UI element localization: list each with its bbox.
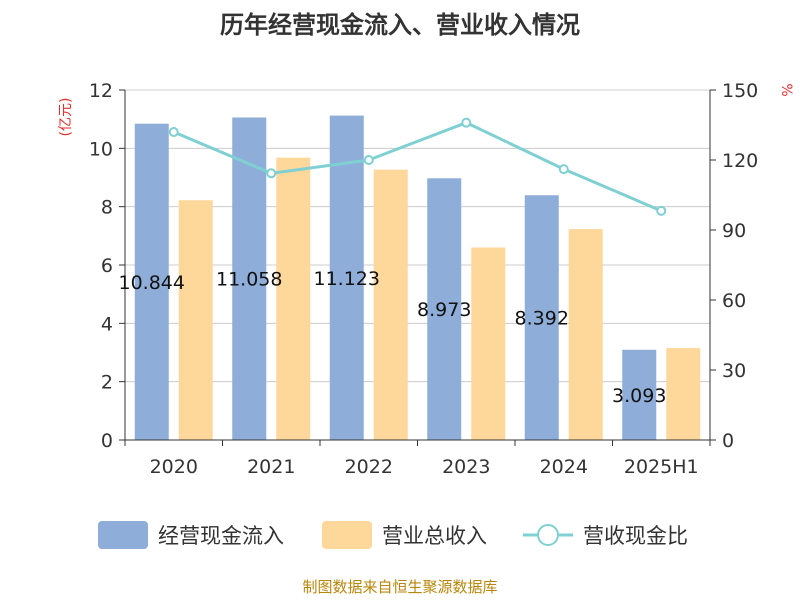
y-left-tick-label: 6: [101, 255, 113, 277]
x-tick-label: 2024: [540, 456, 588, 478]
bar-revenue: [373, 169, 408, 440]
ratio-point: [168, 127, 179, 137]
bar-revenue: [471, 247, 506, 440]
x-tick-label: 2022: [345, 456, 393, 478]
left-axis-unit: (亿元): [58, 98, 74, 137]
legend-label-ratio: 营收现金比: [583, 524, 688, 548]
bar-cash-inflow: [427, 178, 462, 440]
bar-revenue: [568, 229, 603, 440]
data-label-cash-inflow: 10.844: [119, 272, 185, 294]
x-tick-label: 2021: [247, 456, 295, 478]
x-tick-label: 2023: [442, 456, 490, 478]
ratio-point: [461, 117, 472, 128]
bar-revenue: [666, 348, 701, 440]
legend-label-revenue: 营业总收入: [382, 524, 487, 548]
bar-cash-inflow: [232, 117, 267, 440]
y-left-tick-label: 2: [101, 372, 113, 394]
y-left-tick-label: 0: [101, 430, 113, 452]
bar-cash-inflow: [329, 115, 364, 441]
ratio-line: [168, 117, 667, 216]
y-right-tick-label: 30: [722, 360, 746, 382]
ratio-point: [266, 168, 277, 179]
data-label-cash-inflow: 3.093: [612, 385, 666, 407]
y-right-tick-label: 60: [722, 290, 746, 312]
ratio-point: [363, 155, 374, 165]
legend-label-cash-inflow: 经营现金流入: [158, 524, 284, 548]
source-note: 制图数据来自恒生聚源数据库: [302, 578, 497, 596]
y-right-tick-label: 120: [722, 150, 758, 172]
legend-swatch-revenue: [322, 521, 372, 549]
x-tick-label: 2025H1: [624, 456, 699, 478]
x-tick-label: 2020: [150, 456, 198, 478]
chart-title: 历年经营现金流入、营业收入情况: [220, 11, 580, 39]
data-labels: 10.844 11.058 11.123 8.973 8.392 3.093: [119, 268, 667, 407]
y-left-tick-label: 12: [89, 80, 113, 102]
ratio-line-path: [173, 121, 662, 213]
data-label-cash-inflow: 8.392: [515, 308, 569, 330]
legend-marker-ratio: [537, 524, 559, 546]
legend: 经营现金流入 营业总收入 营收现金比: [98, 521, 688, 549]
bar-revenue: [276, 157, 311, 440]
data-label-cash-inflow: 11.058: [216, 269, 282, 291]
ratio-point: [656, 205, 667, 216]
y-left-tick-label: 10: [89, 138, 113, 160]
y-left-tick-label: 4: [101, 313, 113, 335]
y-right-tick-label: 0: [722, 430, 734, 452]
gridlines: [125, 89, 710, 383]
bars: [134, 115, 701, 441]
bar-cash-inflow: [134, 123, 169, 440]
data-label-cash-inflow: 11.123: [314, 268, 380, 290]
data-label-cash-inflow: 8.973: [417, 299, 471, 321]
right-axis-unit: %: [778, 83, 794, 96]
y-right-tick-label: 150: [722, 80, 758, 102]
bar-cash-inflow: [622, 349, 657, 440]
bar-cash-inflow: [524, 195, 559, 440]
y-right-tick-label: 90: [722, 220, 746, 242]
legend-swatch-cash-inflow: [98, 521, 148, 549]
y-left-tick-label: 8: [101, 197, 113, 219]
ratio-point: [558, 164, 569, 175]
bar-revenue: [178, 200, 213, 440]
